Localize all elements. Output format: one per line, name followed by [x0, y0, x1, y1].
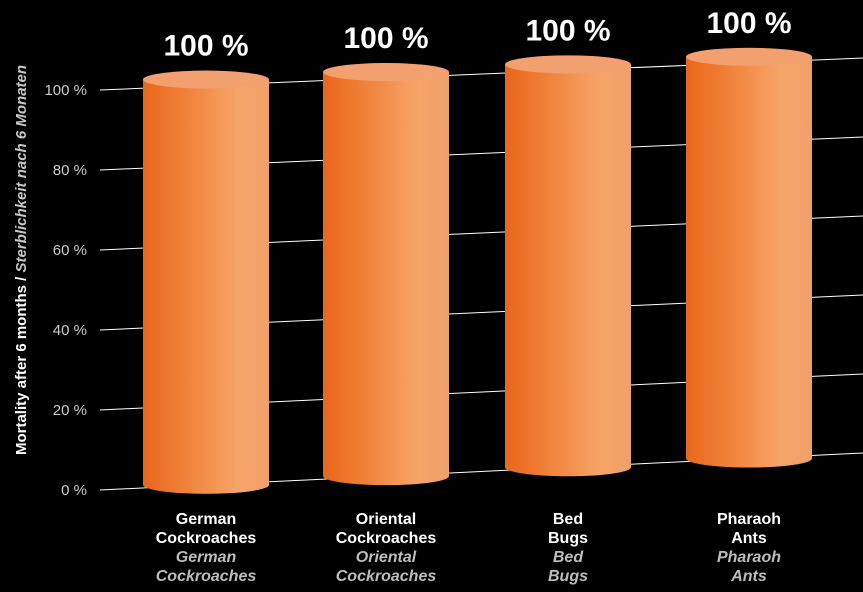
- category-label-de: Bugs: [548, 568, 588, 585]
- category-label: Oriental Cockroaches Oriental Cockroaches: [336, 511, 437, 585]
- category-label-en: Bugs: [548, 530, 588, 547]
- y-tick-labels: 0 % 20 % 40 % 60 % 80 % 100 %: [44, 82, 87, 499]
- bar-body: [323, 72, 449, 486]
- category-label-en: Ants: [731, 530, 767, 547]
- value-label: 100 %: [525, 14, 610, 47]
- value-label: 100 %: [343, 22, 428, 55]
- y-tick-label: 100 %: [44, 82, 87, 99]
- category-label-de: Ants: [730, 568, 767, 585]
- category-label-en: Cockroaches: [336, 530, 437, 547]
- bars: [143, 47, 812, 494]
- bar: [686, 47, 812, 468]
- category-labels: GermanCockroachesGermanCockroachesOrient…: [156, 511, 781, 585]
- category-label-de: Pharaoh: [717, 549, 781, 566]
- category-label-en: Pharaoh: [717, 511, 781, 528]
- category-label-en: Cockroaches: [156, 530, 257, 547]
- category-label-de: Bed: [553, 549, 584, 566]
- bar-body: [686, 56, 812, 468]
- bar: [505, 55, 631, 477]
- y-tick-label: 0 %: [61, 482, 87, 499]
- category-label-de: Cockroaches: [336, 568, 437, 585]
- category-label: German Cockroaches German Cockroaches: [156, 511, 257, 585]
- bar-body: [143, 79, 269, 494]
- bar-top: [686, 47, 812, 66]
- y-axis-title-en: Mortality after 6 months /: [13, 273, 30, 456]
- y-axis-title-de: Sterblichkeit nach 6 Monaten: [13, 65, 30, 273]
- bar: [143, 70, 269, 494]
- category-label-de: Cockroaches: [156, 568, 257, 585]
- bar-top: [143, 70, 269, 89]
- y-tick-label: 60 %: [53, 242, 87, 259]
- category-label-en: Oriental: [356, 511, 416, 528]
- category-label-en: German: [176, 511, 236, 528]
- y-tick-label: 20 %: [53, 402, 87, 419]
- y-tick-label: 40 %: [53, 322, 87, 339]
- value-label: 100 %: [706, 7, 791, 40]
- category-label-de: German: [176, 549, 237, 566]
- category-label: Pharaoh Ants Pharaoh Ants: [717, 511, 781, 585]
- category-label: Bed Bugs Bed Bugs: [548, 511, 588, 585]
- value-label: 100 %: [163, 30, 248, 63]
- y-axis-title: Mortality after 6 months / Sterblichkeit…: [13, 65, 30, 455]
- bar-top: [505, 55, 631, 74]
- y-tick-label: 80 %: [53, 162, 87, 179]
- bar: [323, 63, 449, 486]
- bar-body: [505, 64, 631, 477]
- value-labels: 100 % 100 % 100 % 100 %: [163, 7, 791, 63]
- category-label-de: Oriental: [356, 549, 417, 566]
- category-label-en: Bed: [553, 511, 583, 528]
- bar-top: [323, 63, 449, 82]
